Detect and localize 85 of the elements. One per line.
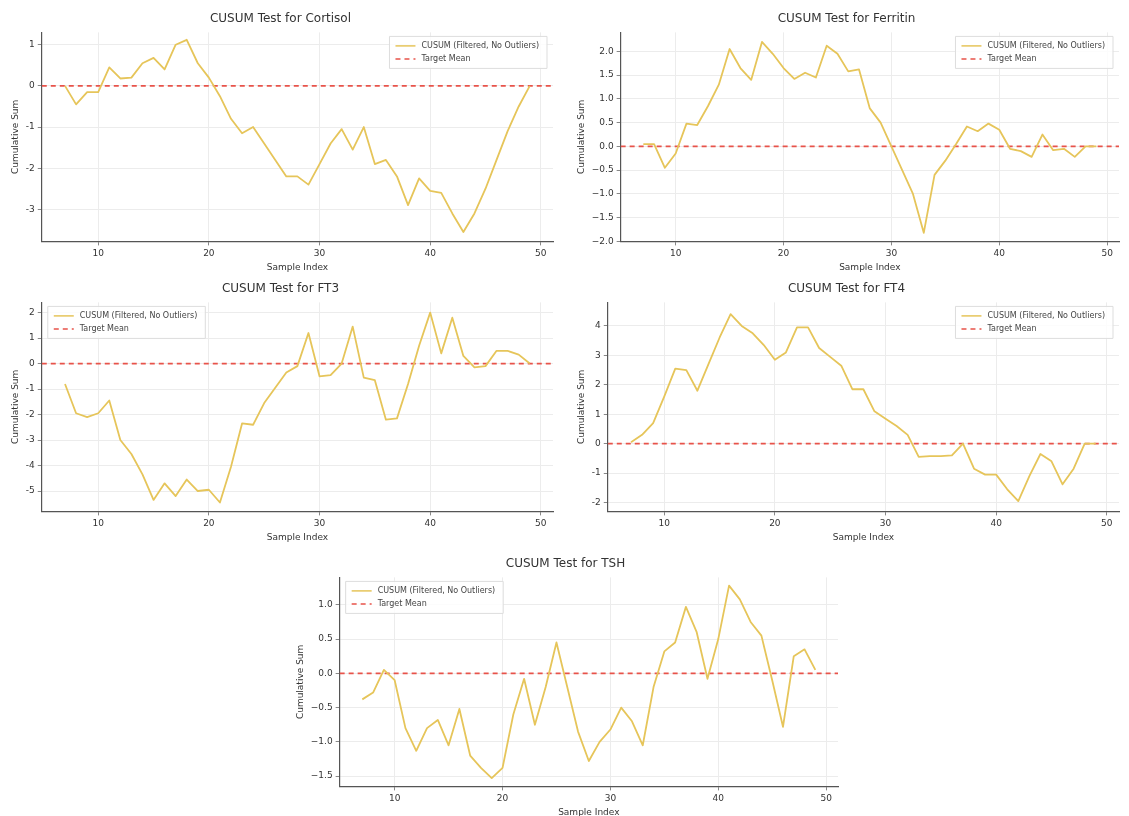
y-tick-label: -2	[25, 162, 35, 173]
y-tick-label: -5	[25, 485, 35, 496]
legend-label: CUSUM (Filtered, No Outliers)	[421, 40, 540, 50]
y-tick-label: −1.5	[310, 770, 333, 781]
x-tick-label: 40	[990, 518, 1003, 529]
legend-label: CUSUM (Filtered, No Outliers)	[377, 585, 496, 595]
y-tick-label: 1	[29, 332, 35, 343]
y-tick-label: -1	[25, 121, 35, 132]
y-tick-label: 1	[595, 408, 601, 419]
legend-label: CUSUM (Filtered, No Outliers)	[987, 40, 1106, 50]
x-tick-label: 40	[424, 248, 437, 259]
y-tick-label: 0	[29, 80, 36, 91]
y-axis-title: Cumulative Sum	[294, 644, 305, 720]
x-axis-title: Sample Index	[558, 806, 621, 816]
x-tick-label: 50	[535, 518, 547, 529]
chart-title: CUSUM Test for Cortisol	[209, 11, 352, 26]
y-tick-label: 2	[595, 379, 601, 390]
y-tick-label: 0.5	[599, 116, 614, 127]
x-tick-label: 50	[1101, 248, 1114, 259]
chart-title: CUSUM Test for TSH	[505, 556, 626, 571]
y-axis-title: Cumulative Sum	[9, 369, 20, 445]
y-tick-label: 3	[595, 349, 601, 360]
y-tick-label: 1	[29, 39, 35, 50]
y-tick-label: −2.0	[591, 235, 614, 246]
chart-title: CUSUM Test for FT3	[221, 281, 340, 296]
y-tick-label: -1	[591, 467, 601, 478]
y-tick-label: -1	[25, 383, 35, 394]
x-axis-title: Sample Index	[266, 531, 329, 542]
y-tick-label: 0.0	[318, 667, 333, 678]
y-tick-label: 0	[595, 438, 602, 449]
x-axis-title: Sample Index	[839, 261, 902, 272]
x-tick-label: 20	[203, 518, 215, 529]
x-tick-label: 50	[535, 248, 547, 259]
y-tick-label: −1.0	[310, 736, 333, 747]
y-tick-label: -4	[25, 459, 36, 470]
x-tick-label: 40	[993, 248, 1006, 259]
y-tick-label: 2.0	[599, 45, 614, 56]
x-tick-label: 20	[203, 248, 215, 259]
x-tick-label: 20	[769, 518, 781, 529]
x-tick-label: 10	[92, 518, 105, 529]
chart-title: CUSUM Test for Ferritin	[777, 11, 916, 26]
legend-label: CUSUM (Filtered, No Outliers)	[987, 310, 1106, 320]
x-tick-label: 30	[313, 518, 326, 529]
y-tick-label: −1.5	[591, 211, 614, 222]
x-axis-title: Sample Index	[266, 261, 329, 272]
x-tick-label: 20	[496, 793, 509, 804]
x-axis-title: Sample Index	[832, 531, 895, 542]
y-tick-label: -2	[25, 408, 35, 419]
y-axis-title: Cumulative Sum	[575, 369, 586, 445]
y-axis-title: Cumulative Sum	[9, 99, 20, 175]
y-tick-label: 1.0	[318, 599, 333, 610]
legend-label: CUSUM (Filtered, No Outliers)	[79, 310, 198, 320]
y-tick-label: 4	[595, 320, 602, 331]
legend-label: Target Mean	[986, 323, 1037, 333]
x-tick-label: 30	[885, 248, 898, 259]
x-tick-label: 40	[424, 518, 437, 529]
chart-title: CUSUM Test for FT4	[787, 281, 906, 296]
y-tick-label: 2	[29, 306, 35, 317]
y-tick-label: 0.0	[599, 140, 614, 151]
legend-label: Target Mean	[376, 598, 427, 608]
x-tick-label: 30	[604, 793, 617, 804]
y-tick-label: -3	[25, 434, 35, 445]
y-tick-label: -2	[591, 496, 601, 507]
x-tick-label: 40	[712, 793, 725, 804]
legend-label: Target Mean	[420, 53, 471, 63]
x-tick-label: 50	[820, 793, 833, 804]
x-tick-label: 30	[313, 248, 326, 259]
x-tick-label: 20	[777, 248, 790, 259]
y-tick-label: 0.5	[318, 633, 333, 644]
x-tick-label: 50	[1101, 518, 1113, 529]
y-axis-title: Cumulative Sum	[575, 99, 586, 175]
legend-label: Target Mean	[986, 53, 1037, 63]
y-tick-label: 1.0	[599, 93, 614, 104]
x-tick-label: 30	[879, 518, 892, 529]
x-tick-label: 10	[92, 248, 105, 259]
y-tick-label: 0	[29, 357, 36, 368]
y-tick-label: −0.5	[591, 164, 614, 175]
x-tick-label: 10	[658, 518, 671, 529]
y-tick-label: −0.5	[310, 701, 333, 712]
y-tick-label: 1.5	[599, 69, 614, 80]
y-tick-label: -3	[25, 203, 35, 214]
y-tick-label: −1.0	[591, 188, 614, 199]
x-tick-label: 10	[669, 248, 682, 259]
x-tick-label: 10	[388, 793, 401, 804]
legend-label: Target Mean	[78, 323, 129, 333]
